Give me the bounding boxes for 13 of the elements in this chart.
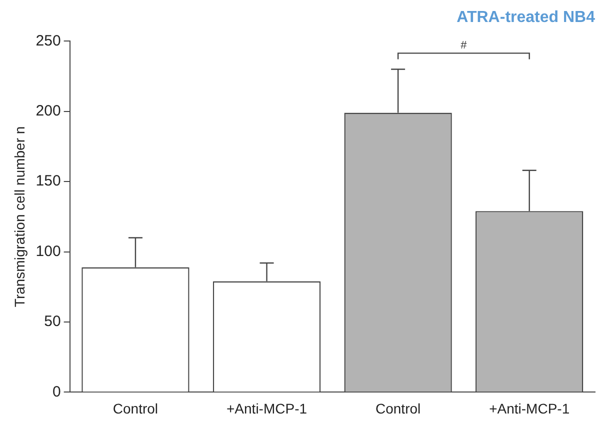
y-tick-label: 0 [52,383,61,400]
chart-title: ATRA-treated NB4 [456,9,596,26]
annotation: # [460,40,468,52]
y-tick-label: 250 [36,32,61,50]
x-tick-label: Control [112,400,158,416]
y-tick-label: 150 [36,172,61,190]
x-tick-label: Control [375,400,421,416]
y-tick-label: 50 [44,313,61,330]
x-tick-label: +Anti-MCP-1 [489,400,570,416]
x-tick-label: +Anti-MCP-1 [226,400,308,416]
y-tick-label: 100 [36,242,61,260]
y-tick-label: 200 [36,102,61,120]
y-axis-title: Transmigration cell number n [11,126,28,308]
